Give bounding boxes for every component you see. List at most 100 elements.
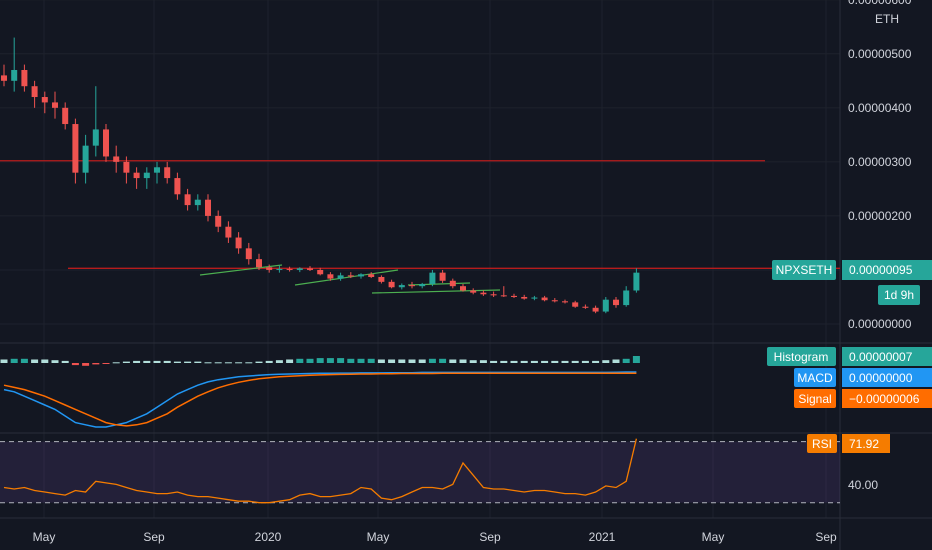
candle-body (429, 272, 436, 285)
trend-line (371, 289, 501, 294)
candle-body (245, 248, 252, 260)
candle-body (52, 102, 58, 108)
rsi-label-tag: RSI (812, 437, 832, 451)
candle-body (480, 292, 487, 295)
candle-body (541, 297, 548, 301)
histogram-bar (510, 360, 518, 363)
histogram-bar (520, 360, 528, 363)
candle-body (327, 274, 334, 279)
price-axis-tick: 0.00000000 (848, 317, 912, 331)
candle-body (623, 290, 630, 306)
histogram-bar (316, 358, 324, 363)
histogram-bar (31, 359, 39, 363)
histogram-bar (581, 360, 589, 363)
histogram-bar (541, 360, 549, 363)
time-axis-tick: 2020 (255, 530, 282, 544)
histogram-bar (479, 360, 487, 363)
currency-label: ETH (875, 12, 899, 26)
candle-body (113, 156, 120, 162)
rsi-band (0, 441, 840, 504)
price-axis-tick: 0.00000300 (848, 155, 912, 169)
histogram-bar (143, 360, 151, 363)
candle-body (388, 281, 395, 288)
candle-body (490, 294, 497, 296)
candle-body (531, 297, 538, 299)
candle-body (419, 284, 426, 287)
time-axis[interactable]: May Sep 2020 May Sep 2021 May Sep (33, 530, 837, 544)
candle-body (164, 167, 171, 179)
histogram-bar (255, 361, 263, 363)
time-axis-tick: Sep (815, 530, 837, 544)
histogram-bar (347, 358, 355, 363)
candle-body (551, 300, 558, 302)
candle-body (194, 199, 201, 206)
candle-body (613, 299, 619, 306)
candle-body (82, 145, 89, 173)
histogram-bar (439, 358, 447, 363)
histogram-bar (214, 362, 222, 364)
histogram-bar (337, 358, 345, 363)
candle-body (572, 302, 579, 307)
trend-line (199, 264, 283, 276)
time-axis-tick: May (367, 530, 390, 544)
histogram-bar (469, 360, 477, 363)
time-axis-tick: Sep (143, 530, 165, 544)
histogram-bar (296, 358, 304, 363)
candle-body (378, 276, 385, 282)
histogram-bar (20, 358, 28, 363)
candle-body (31, 86, 38, 98)
histogram-bar (612, 359, 620, 363)
histogram-bar (561, 360, 569, 363)
histogram-bar (367, 358, 375, 363)
candle-body (21, 69, 28, 87)
candle-body (205, 199, 211, 216)
macd-value-tag: 0.00000000 (849, 371, 913, 385)
price-axis-tick: 0.00000200 (848, 209, 912, 223)
candle-body (582, 306, 589, 308)
histogram-bar (622, 358, 630, 363)
histogram-bar (500, 360, 508, 363)
last-price-tag: 0.00000095 (849, 263, 913, 277)
histogram-bar (408, 359, 416, 363)
candle-body (215, 215, 222, 227)
histogram-bar (224, 362, 232, 364)
trend-lines[interactable] (199, 264, 501, 294)
candle-body (276, 268, 283, 270)
candle-body (470, 290, 477, 293)
signal-line (3, 372, 637, 427)
rsi-line (3, 438, 638, 504)
histogram-bar (133, 360, 141, 363)
histogram-bar (388, 359, 396, 363)
candle-body (592, 307, 599, 312)
histogram-bar (592, 360, 600, 363)
trend-line (407, 282, 471, 286)
histogram-bar (163, 360, 171, 363)
horizontal-lines[interactable] (0, 160, 840, 269)
candle-body (174, 178, 181, 195)
price-axis[interactable]: 0.00000600 0.00000500 0.00000400 0.00000300… (848, 0, 912, 331)
histogram-bar (551, 360, 559, 363)
macd-histogram (0, 356, 640, 366)
candle-body (133, 172, 140, 179)
price-axis-tick: 0.00000600 (848, 0, 912, 7)
histogram-bar (153, 360, 161, 363)
histogram-bar (418, 359, 426, 363)
candle-body (439, 272, 446, 281)
histogram-bar (112, 362, 120, 364)
price-axis-tick: 0.00000500 (848, 47, 912, 61)
candle-body (256, 259, 262, 268)
price-axis-tick: 0.00000400 (848, 101, 912, 115)
candle-body (154, 167, 160, 173)
candle-body (317, 269, 324, 275)
candles (1, 37, 640, 314)
histogram-bar (530, 360, 538, 363)
candle-body (225, 226, 232, 238)
time-axis-tick: Sep (479, 530, 501, 544)
signal-value-tag: −0.00000006 (849, 392, 920, 406)
histogram-bar (459, 359, 467, 363)
candle-body (266, 267, 273, 270)
candle-body (41, 97, 48, 103)
histogram-bar (10, 358, 18, 363)
